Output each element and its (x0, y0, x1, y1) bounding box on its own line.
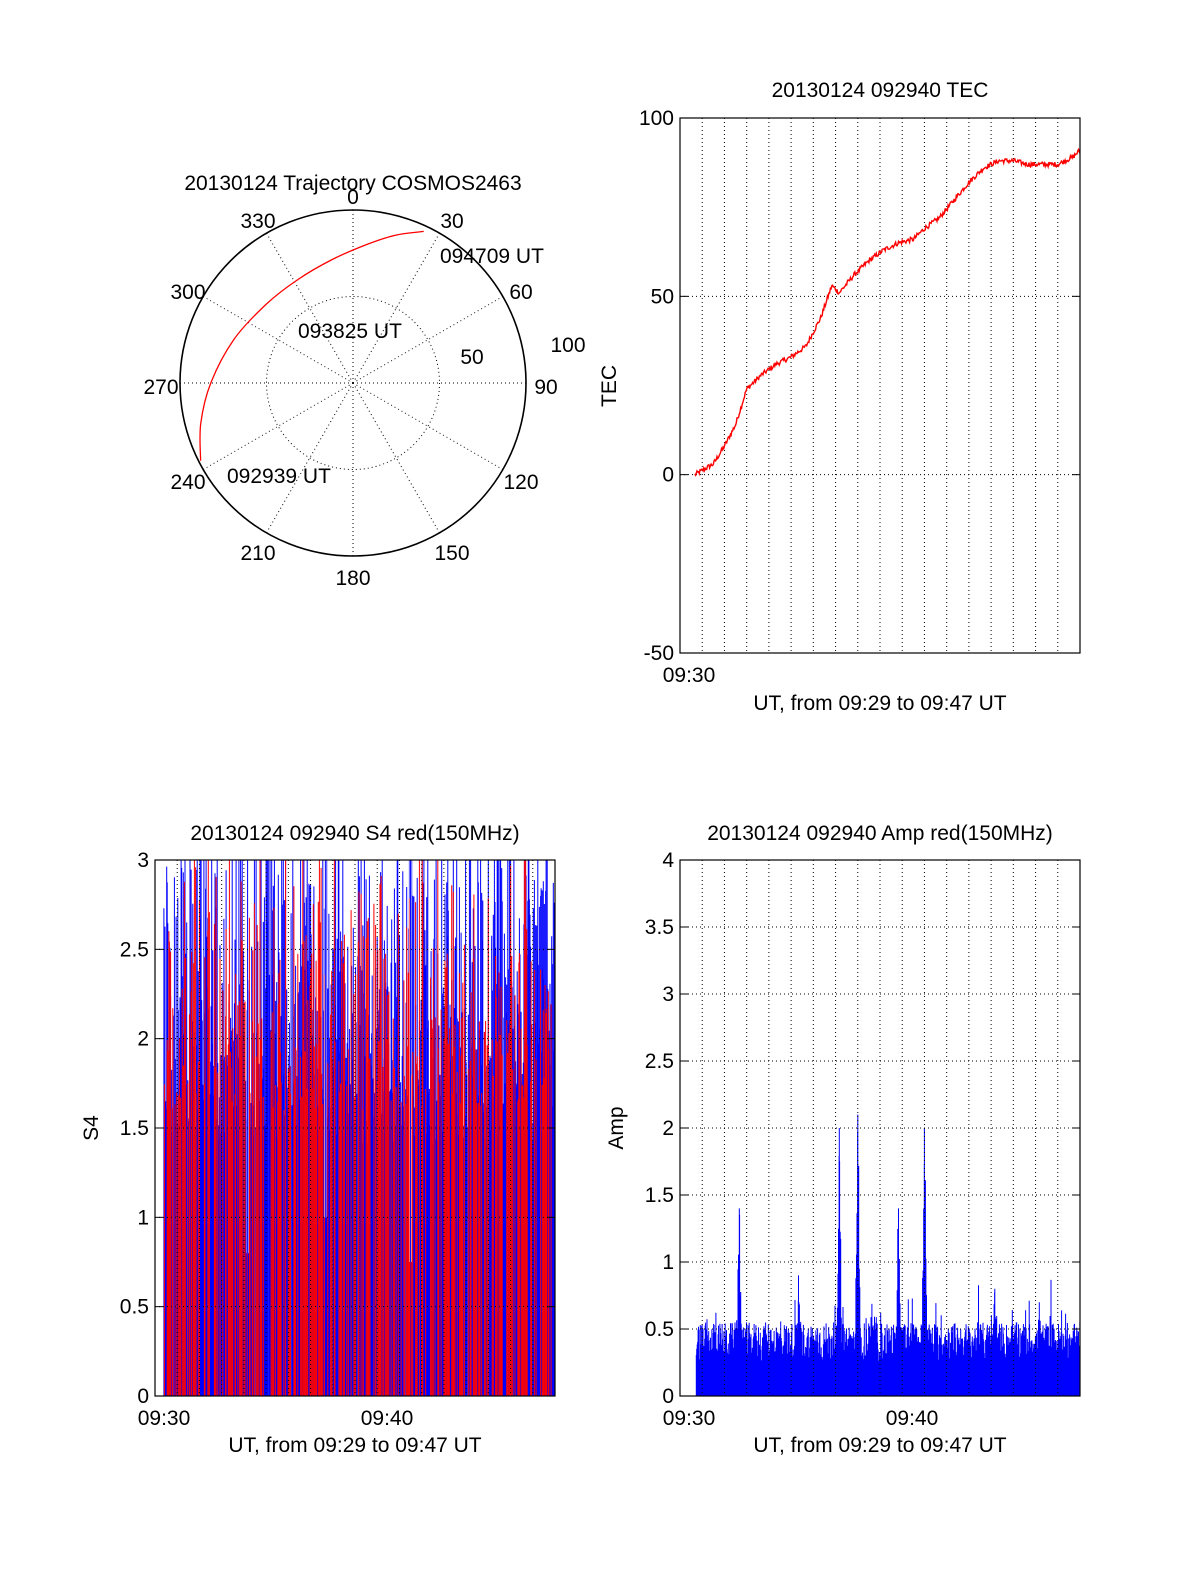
tec-grid (680, 117, 1080, 654)
amp-ytick-label: 4 (662, 849, 674, 872)
s4-x-tick-0930: 09:30 (138, 1407, 191, 1430)
s4-ytick-label: 2 (137, 1028, 149, 1051)
amp-grid (680, 859, 1080, 1397)
tec-ytick-label: 0 (662, 464, 674, 487)
azimuth-label-30: 30 (440, 210, 463, 233)
s4-ytick-label: 1.5 (120, 1117, 149, 1140)
spoke-300 (202, 296, 354, 384)
polar-grid (180, 210, 526, 556)
azimuth-label-270: 270 (143, 376, 178, 399)
amp-samples (695, 1114, 1081, 1396)
s4-samples (163, 860, 556, 1396)
amp-ytick-label: 2 (662, 1117, 674, 1140)
s4-ytick-label: 3 (137, 849, 149, 872)
spoke-240 (202, 382, 354, 470)
spoke-210 (266, 382, 354, 534)
s4-ytick-label: 2.5 (120, 938, 149, 961)
elevation-ring-45 (266, 296, 440, 470)
tec-ytick-label: 50 (651, 285, 674, 308)
azimuth-label-0: 0 (347, 186, 359, 209)
polar-horizon-circle (179, 209, 527, 557)
amp-ytick-label: 1 (662, 1251, 674, 1274)
amp-chart: 20130124 092940 Amp red(150MHz) 0 0.5 1 1.5… (605, 822, 1081, 1457)
tec-title: 20130124 092940 TEC (772, 79, 989, 102)
s4-ytick-label: 0 (137, 1385, 149, 1408)
tec-ytick-label: 100 (639, 107, 674, 130)
amp-ytick-label: 3.5 (645, 916, 674, 939)
amp-y-tick-labels: 0 0.5 1 1.5 2 2.5 3 3.5 4 (645, 849, 675, 1408)
azimuth-label-90: 90 (534, 376, 557, 399)
tec-chart: 20130124 092940 TEC -50 0 50 100 09:30 UT, … (598, 79, 1081, 715)
amp-ytick-label: 2.5 (645, 1050, 674, 1073)
trajectory-track (199, 230, 424, 461)
polar-title: 20130124 Trajectory COSMOS2463 (184, 172, 521, 195)
tec-ytick-label: -50 (644, 642, 674, 665)
spoke-30 (352, 232, 440, 384)
amp-ytick-label: 0.5 (645, 1318, 674, 1341)
tec-plot-frame (679, 117, 1081, 654)
s4-title: 20130124 092940 S4 red(150MHz) (190, 822, 519, 845)
s4-series-red (163, 860, 556, 1396)
annotation-start-time: 092939 UT (227, 465, 331, 488)
tec-y-label: TEC (598, 365, 621, 407)
azimuth-label-240: 240 (170, 471, 205, 494)
azimuth-label-300: 300 (170, 281, 205, 304)
s4-ytick-label: 0.5 (120, 1296, 149, 1319)
amp-plot-frame (679, 859, 1081, 1397)
annotation-mid-time: 093825 UT (298, 320, 402, 343)
amp-series-blue (695, 1114, 1081, 1396)
azimuth-label-180: 180 (335, 567, 370, 590)
s4-plot-frame (154, 859, 556, 1397)
spoke-120 (352, 382, 504, 470)
s4-ytick-label: 1 (137, 1206, 149, 1229)
amp-x-label: UT, from 09:29 to 09:47 UT (753, 1434, 1006, 1457)
amp-x-tick-0930: 09:30 (663, 1407, 716, 1430)
spoke-330 (266, 232, 354, 384)
tec-y-tick-labels: -50 0 50 100 (639, 107, 674, 665)
amp-title: 20130124 092940 Amp red(150MHz) (707, 822, 1053, 845)
s4-y-label: S4 (80, 1115, 103, 1141)
s4-x-tick-0940: 09:40 (361, 1407, 414, 1430)
amp-ytick-label: 3 (662, 983, 674, 1006)
azimuth-label-60: 60 (509, 281, 532, 304)
tec-x-label: UT, from 09:29 to 09:47 UT (753, 692, 1006, 715)
annotation-end-time: 094709 UT (440, 245, 544, 268)
ring-label-100: 100 (550, 334, 585, 357)
amp-ytick-label: 1.5 (645, 1184, 674, 1207)
tec-x-tick-0930: 09:30 (663, 664, 716, 687)
s4-chart: 20130124 092940 S4 red(150MHz) 0 0.5 1 1.5 2… (80, 822, 556, 1457)
azimuth-label-150: 150 (434, 542, 469, 565)
azimuth-label-330: 330 (240, 210, 275, 233)
s4-x-label: UT, from 09:29 to 09:47 UT (228, 1434, 481, 1457)
polar-trajectory-chart: 20130124 Trajectory COSMOS2463 0 30 60 90 12… (143, 172, 585, 590)
amp-ytick-label: 0 (662, 1385, 674, 1408)
s4-grid (155, 859, 555, 1397)
spoke-150 (352, 382, 440, 534)
spoke-60 (352, 296, 504, 384)
tec-series-line (694, 147, 1081, 477)
azimuth-label-120: 120 (503, 471, 538, 494)
s4-y-tick-labels: 0 0.5 1 1.5 2 2.5 3 (120, 849, 149, 1408)
ring-label-50: 50 (460, 346, 483, 369)
amp-x-tick-0940: 09:40 (886, 1407, 939, 1430)
azimuth-labels: 0 30 60 90 120 150 180 210 240 270 300 330 (143, 186, 557, 590)
amp-y-label: Amp (605, 1106, 628, 1149)
azimuth-label-210: 210 (240, 542, 275, 565)
